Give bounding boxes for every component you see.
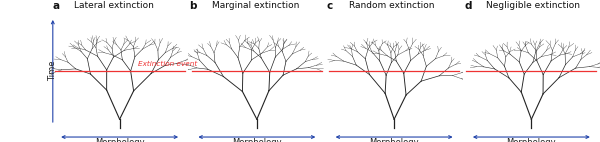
Text: Morphology: Morphology (370, 138, 419, 142)
Text: Morphology: Morphology (95, 138, 145, 142)
Text: Marginal extinction: Marginal extinction (212, 1, 299, 10)
Text: Negligible extinction: Negligible extinction (486, 1, 580, 10)
Text: Morphology: Morphology (232, 138, 281, 142)
Text: c: c (327, 1, 333, 11)
Text: d: d (464, 1, 472, 11)
Text: Time: Time (49, 61, 58, 81)
Text: Random extinction: Random extinction (349, 1, 434, 10)
Text: Morphology: Morphology (506, 138, 556, 142)
Text: a: a (52, 1, 59, 11)
Text: b: b (190, 1, 197, 11)
Text: Extinction event: Extinction event (137, 61, 197, 67)
Text: Lateral extinction: Lateral extinction (74, 1, 154, 10)
